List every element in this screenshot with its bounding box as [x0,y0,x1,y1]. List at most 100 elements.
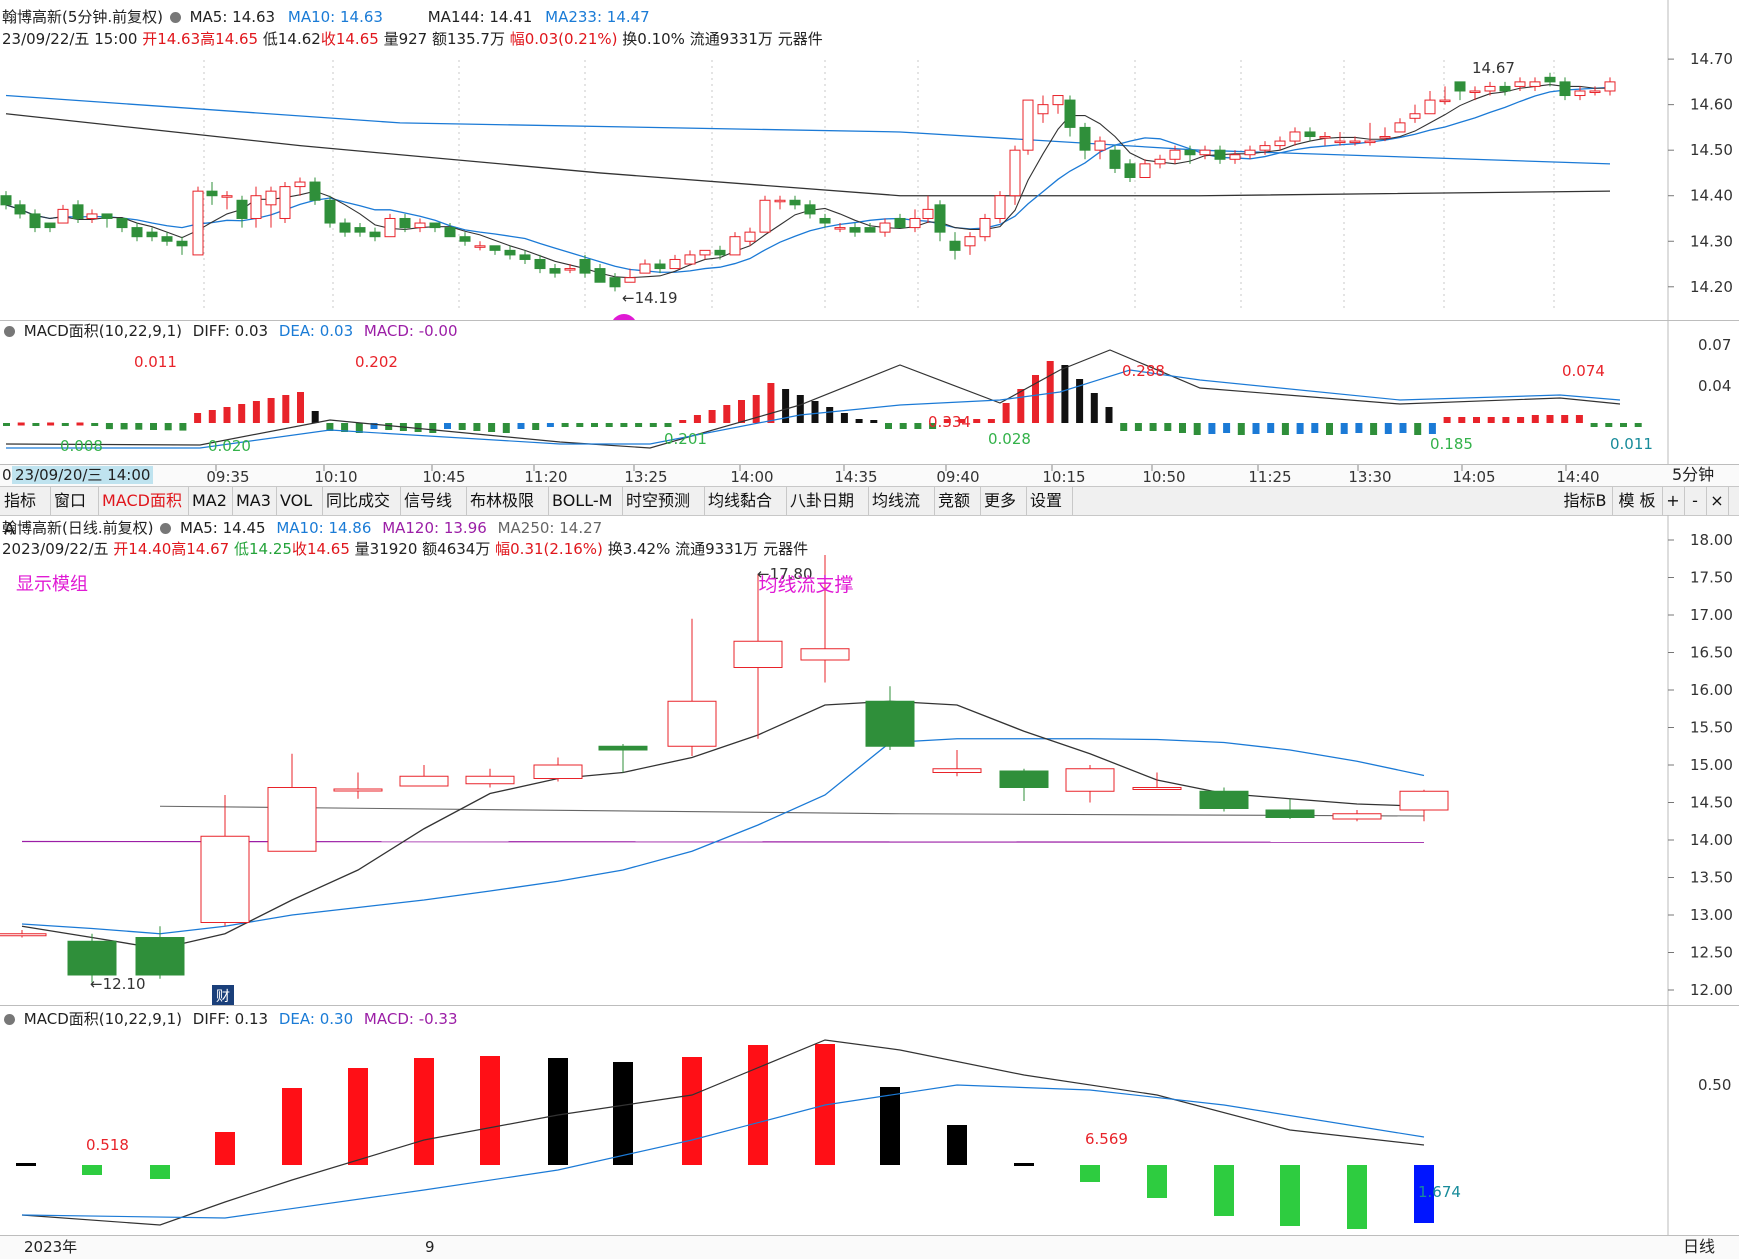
time-tick-label: 09:35 [206,468,249,486]
macd-bar [370,423,378,429]
candle [44,222,56,229]
cursor-time-label: 23/09/20/三 14:00 [12,466,154,484]
macd-bar [605,423,613,427]
macd-bar [1281,423,1289,435]
macd-red-label: 0.074 [1562,362,1605,380]
toolbar-tab[interactable]: 更多 [980,487,1027,515]
daily-candle [267,787,317,852]
toolbar-right-button[interactable]: 模 板 [1612,487,1663,515]
intraday-info: 23/09/22/五 15:00 开14.63高14.65 低14.62收14.… [2,30,823,48]
macd-bar [91,423,99,426]
daily-ma120: MA120: 13.96 [382,519,487,537]
candle [1544,76,1556,83]
toolbar-right-button[interactable]: 指标B [1558,487,1613,515]
macd-bar [282,395,290,423]
candle [192,190,204,256]
daily-candle [1332,813,1382,820]
macd-bar [546,423,554,427]
intraday-chart[interactable]: 14.70 14.60 14.50 14.40 14.30 14.20 ←14.19 14.6… [0,0,1739,320]
macd-daily-bar [282,1088,302,1165]
daily-title: 翰博高新(日线.前复权) [2,519,154,537]
toolbar-tab[interactable]: 信号线 [400,487,467,515]
macd-daily-bar [682,1057,702,1165]
macd-bar [885,423,892,429]
daily-header: 翰博高新(日线.前复权) MA5: 14.45 MA10: 14.86 MA12… [2,519,602,537]
gear-icon[interactable] [160,523,172,534]
daily-candle [0,933,47,937]
macd-bar [223,407,231,423]
macd-bar [1355,423,1363,433]
toolbar-tab[interactable]: 指标A [0,487,51,538]
diff-line [5,349,1621,449]
gear-icon[interactable] [4,326,15,337]
macd-bar [1384,423,1392,434]
info-date: 23/09/22/五 15:00 [2,30,138,48]
macd-bar [1032,375,1039,423]
daily-chart[interactable]: 18.00 17.50 17.00 16.50 16.00 15.50 15.00 14.50… [0,515,1739,1005]
toolbar-tab[interactable]: MA2 [188,487,233,515]
period-label[interactable]: 5分钟 [1672,465,1715,484]
toolbar-tab[interactable]: 设置 [1026,487,1073,515]
toolbar-tab[interactable]: 竞额 [934,487,981,515]
macd-bar [855,419,863,423]
macd-bar [958,419,966,423]
module-label[interactable]: 显示模组 [16,574,88,595]
toolbar-right-button[interactable]: - [1684,487,1707,515]
y-tick-label: 16.50 [1690,644,1733,662]
daily-close: 收14.65 [291,540,350,558]
y-tick-label: 18.00 [1690,531,1733,549]
daily-vol: 量31920 [354,540,418,558]
macd-bar [782,389,790,423]
candle [579,258,591,274]
ma144-line [5,113,1611,197]
cursor-prefix: 0 [2,466,12,484]
time-tick-label: 10:45 [422,468,465,486]
toolbar-tab[interactable]: 布林极限 [466,487,549,515]
daily-candle [1065,768,1115,792]
candle [879,222,891,233]
period-daily-label[interactable]: 日线 [1683,1237,1716,1256]
info-turnover: 换0.10% [622,30,685,48]
candle [1094,140,1106,151]
toolbar-tab[interactable]: 同比成交 [322,487,401,515]
gear-icon[interactable] [169,12,181,23]
toolbar-right-button[interactable]: + [1662,487,1685,515]
macd-red-label: 6.569 [1085,1130,1128,1148]
toolbar-tab[interactable]: 时空预测 [622,487,705,515]
candle [1274,140,1286,147]
candle [1037,104,1049,115]
macd-bar [355,423,363,433]
gear-icon[interactable] [4,1014,15,1025]
toolbar-tab[interactable]: 均线流 [868,487,935,515]
macd-bar [311,411,319,423]
macd-bar [1120,423,1128,431]
macd-dea: DEA: 0.03 [278,322,354,340]
macd-bar [708,410,716,423]
macd-daily-chart[interactable]: 0.50 0.518 6.569 1.674 [0,1005,1739,1235]
candle [819,217,831,224]
candle [609,277,621,288]
macd-bar [1193,423,1201,435]
macd-bar [1002,403,1010,423]
macd-bar [61,423,69,426]
macd-bar [1428,423,1436,434]
year-label: 2023年 [24,1238,78,1256]
candle [101,213,113,219]
macd-bar [502,423,510,433]
macd-bar [341,423,349,432]
toolbar-right-button[interactable]: × [1706,487,1729,515]
time-tick-label: 11:20 [524,468,567,486]
y-tick-label: 17.00 [1690,606,1733,624]
candle [949,240,961,251]
toolbar-tab[interactable]: 窗口 [50,487,99,515]
toolbar-tab[interactable]: VOL [276,487,323,515]
candle [1424,99,1436,115]
toolbar-tab[interactable]: MA3 [232,487,277,515]
toolbar-tab[interactable]: 均线黏合 [704,487,787,515]
toolbar-tab[interactable]: MACD面积 [98,487,189,515]
macd-bar [723,405,731,423]
candle [161,236,173,242]
toolbar-tab[interactable]: 八卦日期 [786,487,869,515]
toolbar-tab[interactable]: BOLL-M [548,487,623,515]
macd-intraday-chart[interactable]: 0.07 0.04 0.011 0.202 0.334 0.288 0.074 0.008 0.… [0,320,1739,465]
